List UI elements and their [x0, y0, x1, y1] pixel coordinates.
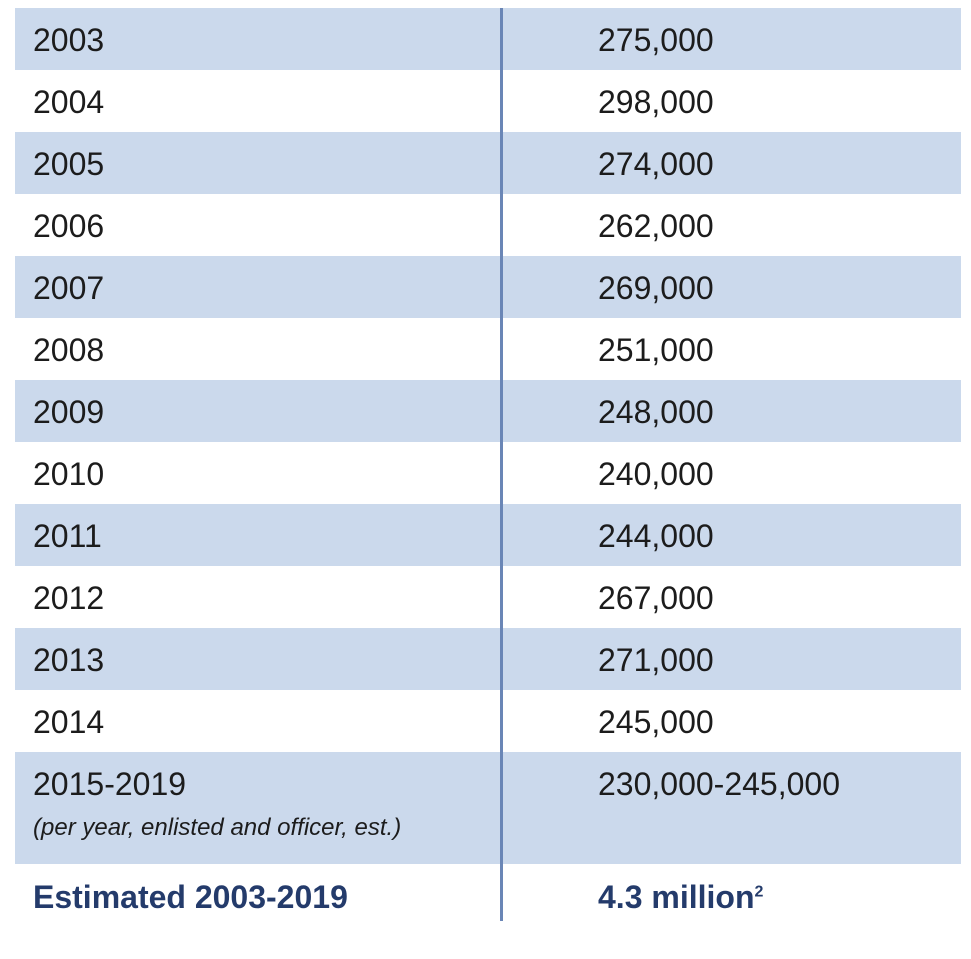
year-cell: 2010 [33, 456, 105, 492]
year-cell: 2009 [33, 394, 105, 430]
value-cell: 240,000 [598, 456, 714, 492]
table-row: 2009 248,000 [15, 380, 961, 442]
year-cell: 2011 [33, 518, 102, 554]
value-cell: 248,000 [598, 394, 714, 430]
year-cell: 2007 [33, 270, 105, 306]
total-label: Estimated 2003-2019 [33, 879, 348, 915]
table-row: 2013 271,000 [15, 628, 961, 690]
value-cell: 262,000 [598, 208, 714, 244]
year-cell: 2014 [33, 704, 105, 740]
value-cell: 245,000 [598, 704, 714, 740]
table-row: 2014 245,000 [15, 690, 961, 752]
year-cell: 2004 [33, 84, 105, 120]
value-cell: 230,000-245,000 [598, 766, 840, 802]
table-row: 2007 269,000 [15, 256, 961, 318]
value-cell: 274,000 [598, 146, 714, 182]
value-cell: 269,000 [598, 270, 714, 306]
table-row: 2010 240,000 [15, 442, 961, 504]
year-cell: 2006 [33, 208, 105, 244]
value-cell: 271,000 [598, 642, 714, 678]
column-divider [500, 8, 503, 921]
value-cell: 244,000 [598, 518, 714, 554]
footnote-marker: 2 [754, 883, 764, 901]
total-value-cell: 4.3 million2 [598, 880, 763, 914]
year-cell: 2008 [33, 332, 105, 368]
year-cell: 2013 [33, 642, 105, 678]
value-cell: 275,000 [598, 22, 714, 58]
total-value: 4.3 million [598, 879, 755, 915]
table-row: 2003 275,000 [15, 8, 961, 70]
table-row: 2015-2019 (per year, enlisted and office… [15, 752, 961, 864]
table-row: 2011 244,000 [15, 504, 961, 566]
data-table: 2003 275,000 2004 298,000 2005 274,000 2… [15, 8, 961, 926]
table-row: 2012 267,000 [15, 566, 961, 628]
value-cell: 267,000 [598, 580, 714, 616]
year-cell: 2003 [33, 22, 105, 58]
year-cell: 2005 [33, 146, 105, 182]
year-cell: 2012 [33, 580, 105, 616]
table-row: 2005 274,000 [15, 132, 961, 194]
table-row: 2004 298,000 [15, 70, 961, 132]
value-cell: 251,000 [598, 332, 714, 368]
table-row: 2006 262,000 [15, 194, 961, 256]
year-cell: 2015-2019 [33, 766, 187, 802]
total-row: Estimated 2003-2019 4.3 million2 [15, 864, 961, 926]
row-note: (per year, enlisted and officer, est.) [33, 814, 402, 841]
value-cell: 298,000 [598, 84, 714, 120]
table-row: 2008 251,000 [15, 318, 961, 380]
